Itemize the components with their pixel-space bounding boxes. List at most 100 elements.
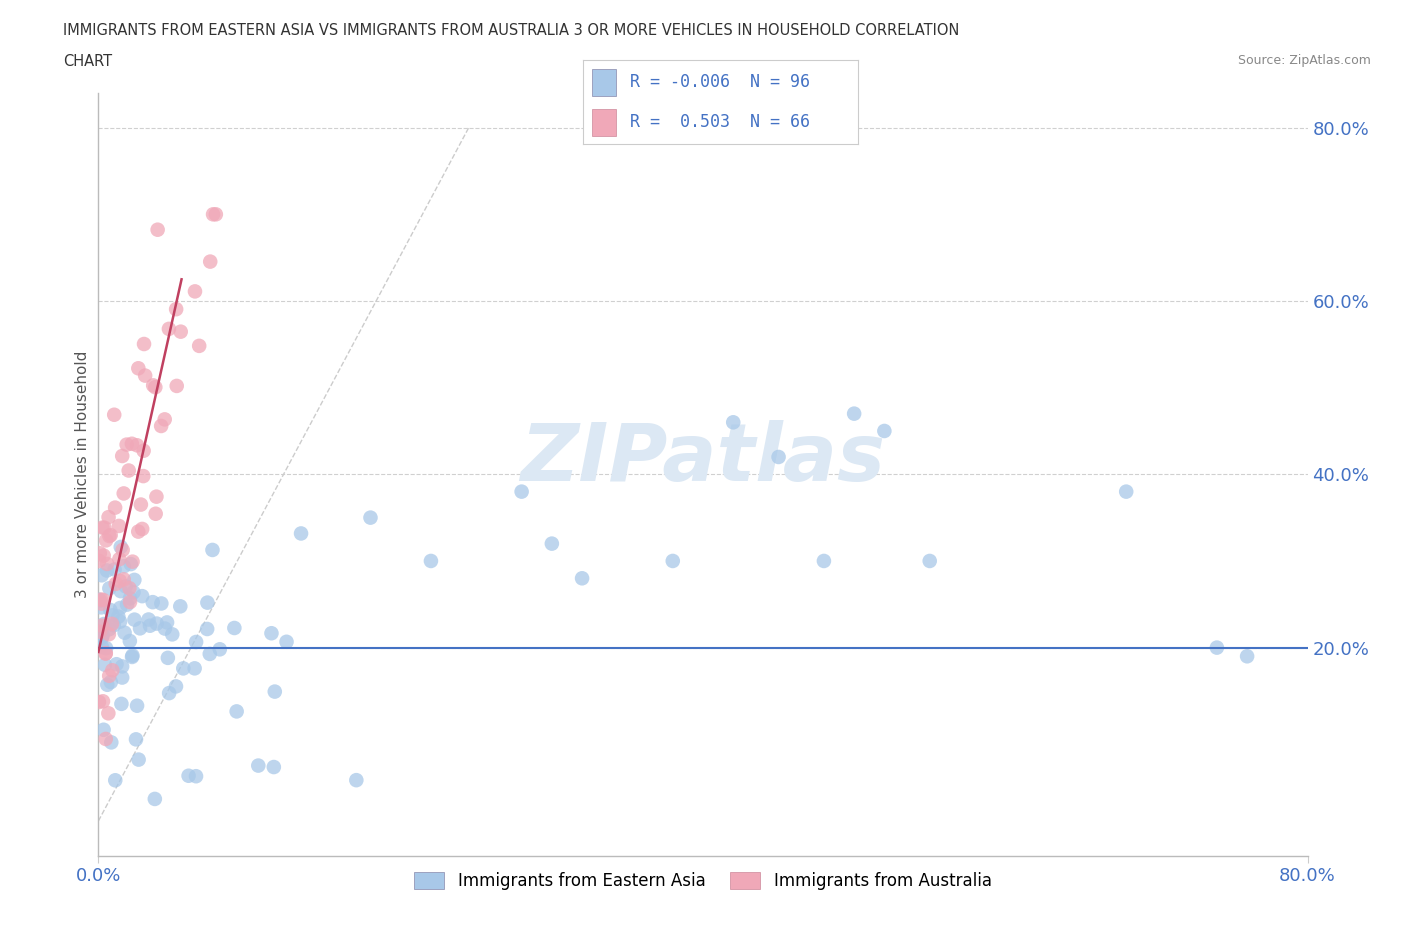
Point: [110, 697, 132, 711]
Point: [94, 646, 117, 661]
Point: [184, 769, 207, 784]
Point: [93, 548, 115, 563]
Point: [127, 525, 149, 539]
Point: [114, 579, 136, 594]
Point: [89, 546, 111, 561]
Point: [420, 553, 443, 568]
Point: [132, 444, 155, 458]
Point: [122, 585, 145, 600]
Point: [118, 580, 141, 595]
Point: [93, 617, 115, 631]
Point: [153, 412, 176, 427]
Point: [166, 379, 188, 393]
Point: [142, 594, 165, 609]
Text: CHART: CHART: [63, 54, 112, 69]
Point: [263, 760, 285, 775]
Point: [89, 592, 111, 607]
Point: [177, 768, 200, 783]
Point: [571, 571, 593, 586]
Point: [195, 621, 218, 636]
Point: [96, 563, 118, 578]
Point: [120, 557, 142, 572]
Point: [104, 577, 127, 591]
Point: [157, 322, 180, 337]
Point: [225, 704, 247, 719]
Point: [118, 591, 141, 605]
Point: [1236, 649, 1258, 664]
Point: [162, 627, 184, 642]
Point: [125, 438, 148, 453]
Point: [115, 437, 138, 452]
Text: R =  0.503  N = 66: R = 0.503 N = 66: [630, 113, 810, 131]
Point: [208, 642, 231, 657]
Point: [91, 628, 114, 643]
Point: [111, 671, 134, 685]
Point: [94, 658, 117, 672]
Point: [360, 511, 382, 525]
Point: [91, 520, 114, 535]
Point: [344, 773, 367, 788]
Point: [108, 601, 131, 616]
Point: [125, 732, 148, 747]
Point: [90, 631, 112, 645]
Point: [121, 648, 143, 663]
Point: [90, 600, 112, 615]
Point: [224, 620, 246, 635]
Point: [108, 573, 131, 588]
Point: [89, 624, 111, 639]
Point: [110, 584, 132, 599]
Point: [183, 661, 205, 676]
Point: [813, 553, 835, 568]
Point: [111, 448, 134, 463]
Point: [127, 361, 149, 376]
Point: [131, 589, 153, 604]
Point: [132, 469, 155, 484]
Point: [91, 640, 114, 655]
Point: [121, 554, 143, 569]
Point: [100, 674, 122, 689]
Point: [146, 222, 169, 237]
Point: [93, 520, 115, 535]
Point: [540, 537, 562, 551]
Point: [200, 254, 222, 269]
Point: [170, 325, 193, 339]
Point: [124, 612, 146, 627]
Point: [108, 614, 131, 629]
Point: [108, 551, 131, 566]
Bar: [592, 109, 616, 136]
Point: [94, 732, 117, 747]
Point: [90, 596, 112, 611]
Point: [110, 539, 132, 554]
Point: [156, 615, 179, 630]
Point: [145, 617, 167, 631]
Point: [290, 526, 312, 541]
Point: [150, 418, 173, 433]
Point: [205, 206, 228, 221]
Point: [124, 573, 146, 588]
Point: [1206, 640, 1229, 655]
Point: [89, 593, 111, 608]
Point: [103, 407, 125, 422]
Point: [91, 618, 114, 633]
Legend: Immigrants from Eastern Asia, Immigrants from Australia: Immigrants from Eastern Asia, Immigrants…: [408, 865, 998, 897]
Point: [118, 463, 141, 478]
Point: [118, 594, 141, 609]
Text: ZIPatlas: ZIPatlas: [520, 420, 886, 498]
Point: [138, 612, 160, 627]
Bar: [592, 69, 616, 96]
Point: [184, 634, 207, 649]
Point: [97, 627, 120, 642]
Point: [96, 677, 118, 692]
Point: [918, 553, 941, 568]
Point: [188, 339, 211, 353]
Text: Source: ZipAtlas.com: Source: ZipAtlas.com: [1237, 54, 1371, 67]
Point: [100, 527, 122, 542]
Point: [112, 486, 135, 501]
Point: [132, 337, 155, 352]
Point: [131, 522, 153, 537]
Text: IMMIGRANTS FROM EASTERN ASIA VS IMMIGRANTS FROM AUSTRALIA 3 OR MORE VEHICLES IN : IMMIGRANTS FROM EASTERN ASIA VS IMMIGRAN…: [63, 23, 960, 38]
Point: [201, 542, 224, 557]
Point: [873, 423, 896, 438]
Point: [101, 663, 124, 678]
Point: [96, 556, 118, 571]
